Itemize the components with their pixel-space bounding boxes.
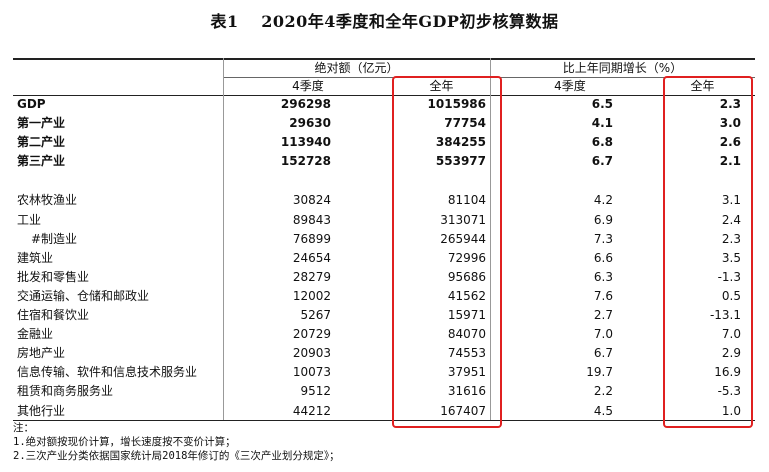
row-label: 农林牧渔业	[17, 193, 78, 208]
cell-q4-growth: 6.3	[593, 269, 613, 284]
cell-q4-absolute: 296298	[280, 97, 331, 111]
row-label: 工业	[17, 212, 42, 227]
cell-year-growth: 0.5	[721, 288, 741, 303]
cell-year-growth: -13.1	[709, 308, 741, 322]
cell-year-growth: 2.3	[719, 97, 741, 111]
cell-year-absolute: 15971	[447, 308, 486, 322]
cell-year-growth: 1.0	[721, 403, 741, 418]
cell-q4-absolute: 9512	[300, 384, 331, 399]
cell-q4-absolute: 12002	[292, 288, 331, 303]
cell-q4-growth: 19.7	[586, 365, 613, 380]
row-label: 交通运输、仓储和邮政业	[17, 288, 150, 303]
vline-label	[223, 58, 224, 420]
row-label: 住宿和餐饮业	[17, 308, 90, 322]
cell-year-growth: -5.3	[717, 384, 741, 399]
cell-q4-growth: 6.5	[591, 97, 613, 111]
cell-q4-absolute: 113940	[280, 135, 331, 150]
cell-q4-absolute: 20729	[292, 327, 331, 342]
cell-q4-absolute: 24654	[292, 250, 331, 265]
cell-q4-growth: 4.2	[593, 193, 613, 208]
cell-year-growth: 3.5	[721, 250, 741, 265]
cell-year-growth: 3.1	[721, 193, 741, 208]
table-title: 表1 2020年4季度和全年GDP初步核算数据	[210, 12, 559, 31]
footnotes: 注： 1.绝对额按现价计算，增长速度按不变价计算； 2.三次产业分类依据国家统计局2…	[13, 421, 340, 463]
cell-q4-growth: 6.7	[591, 154, 613, 169]
row-label: GDP	[17, 97, 46, 111]
header-growth-q4: 4季度	[554, 79, 586, 93]
header-abs-year: 全年	[429, 79, 454, 93]
cell-q4-growth: 4.1	[591, 116, 613, 131]
cell-year-growth: 2.1	[719, 154, 741, 169]
cell-q4-growth: 6.6	[593, 250, 613, 265]
header-growth-group: 比上年同期增长（%）	[562, 61, 683, 75]
row-label: 第三产业	[17, 154, 66, 169]
cell-year-absolute: 553977	[435, 154, 486, 169]
cell-q4-growth: 2.7	[593, 308, 613, 322]
cell-q4-absolute: 44212	[292, 403, 331, 418]
cell-q4-absolute: 20903	[292, 346, 331, 361]
cell-q4-absolute: 28279	[292, 269, 331, 284]
cell-year-growth: -1.3	[717, 269, 741, 284]
cell-q4-growth: 6.7	[593, 346, 613, 361]
cell-q4-growth: 7.0	[593, 327, 613, 342]
header-abs-q4: 4季度	[292, 79, 324, 93]
cell-year-growth: 7.0	[721, 327, 741, 342]
cell-year-absolute: 37951	[447, 365, 486, 380]
row-label: 金融业	[17, 327, 54, 342]
row-label: 信息传输、软件和信息技术服务业	[17, 365, 198, 380]
vline-group	[490, 58, 491, 420]
cell-q4-growth: 6.9	[593, 212, 613, 227]
row-label: 第二产业	[17, 135, 66, 150]
cell-q4-growth: 4.5	[593, 403, 613, 418]
row-label: 其他行业	[17, 403, 66, 418]
cell-year-absolute: 41562	[447, 288, 486, 303]
cell-year-growth: 3.0	[719, 116, 741, 131]
row-label: 建筑业	[17, 250, 54, 265]
header-growth-year: 全年	[690, 79, 715, 93]
cell-year-absolute: 74553	[447, 346, 486, 361]
cell-year-absolute: 81104	[447, 193, 486, 208]
cell-q4-absolute: 76899	[292, 231, 331, 246]
row-label: 房地产业	[17, 346, 66, 361]
footnote-line: 1.绝对额按现价计算，增长速度按不变价计算；	[13, 436, 236, 448]
cell-q4-absolute: 89843	[292, 212, 331, 227]
header-absolute-group: 绝对额（亿元）	[314, 61, 399, 75]
cell-year-growth: 2.4	[721, 212, 741, 227]
header-bottom-rule	[13, 95, 755, 96]
cell-year-absolute: 265944	[440, 231, 486, 246]
cell-year-absolute: 384255	[435, 135, 486, 150]
cell-year-absolute: 72996	[447, 250, 486, 265]
cell-q4-absolute: 152728	[280, 154, 331, 169]
cell-year-absolute: 95686	[447, 269, 486, 284]
cell-year-absolute: 77754	[444, 116, 486, 131]
cell-q4-absolute: 30824	[292, 193, 331, 208]
cell-year-absolute: 84070	[447, 327, 486, 342]
cell-year-absolute: 313071	[440, 212, 486, 227]
cell-q4-growth: 7.6	[593, 288, 613, 303]
highlight-year-growth	[663, 76, 753, 428]
row-label: 第一产业	[17, 116, 66, 131]
footnote-line: 注：	[13, 422, 34, 434]
cell-year-absolute: 1015986	[427, 97, 486, 111]
cell-q4-absolute: 29630	[289, 116, 331, 131]
highlight-year-absolute	[392, 76, 502, 428]
cell-q4-growth: 2.2	[593, 384, 613, 399]
cell-year-growth: 2.9	[721, 346, 741, 361]
footnote-line: 2.三次产业分类依据国家统计局2018年修订的《三次产业划分规定》；	[13, 450, 340, 462]
cell-q4-growth: 6.8	[591, 135, 613, 150]
cell-year-absolute: 167407	[440, 403, 486, 418]
row-label: 租赁和商务服务业	[17, 384, 114, 399]
row-label: 批发和零售业	[17, 269, 90, 284]
row-label: #制造业	[31, 231, 78, 246]
cell-year-growth: 2.3	[721, 231, 741, 246]
cell-q4-absolute: 5267	[300, 308, 331, 322]
top-rule	[13, 58, 755, 60]
cell-q4-growth: 7.3	[593, 231, 613, 246]
cell-year-growth: 16.9	[714, 365, 741, 380]
cell-year-absolute: 31616	[447, 384, 486, 399]
cell-year-growth: 2.6	[719, 135, 741, 150]
bottom-rule	[13, 420, 755, 421]
cell-q4-absolute: 10073	[292, 365, 331, 380]
